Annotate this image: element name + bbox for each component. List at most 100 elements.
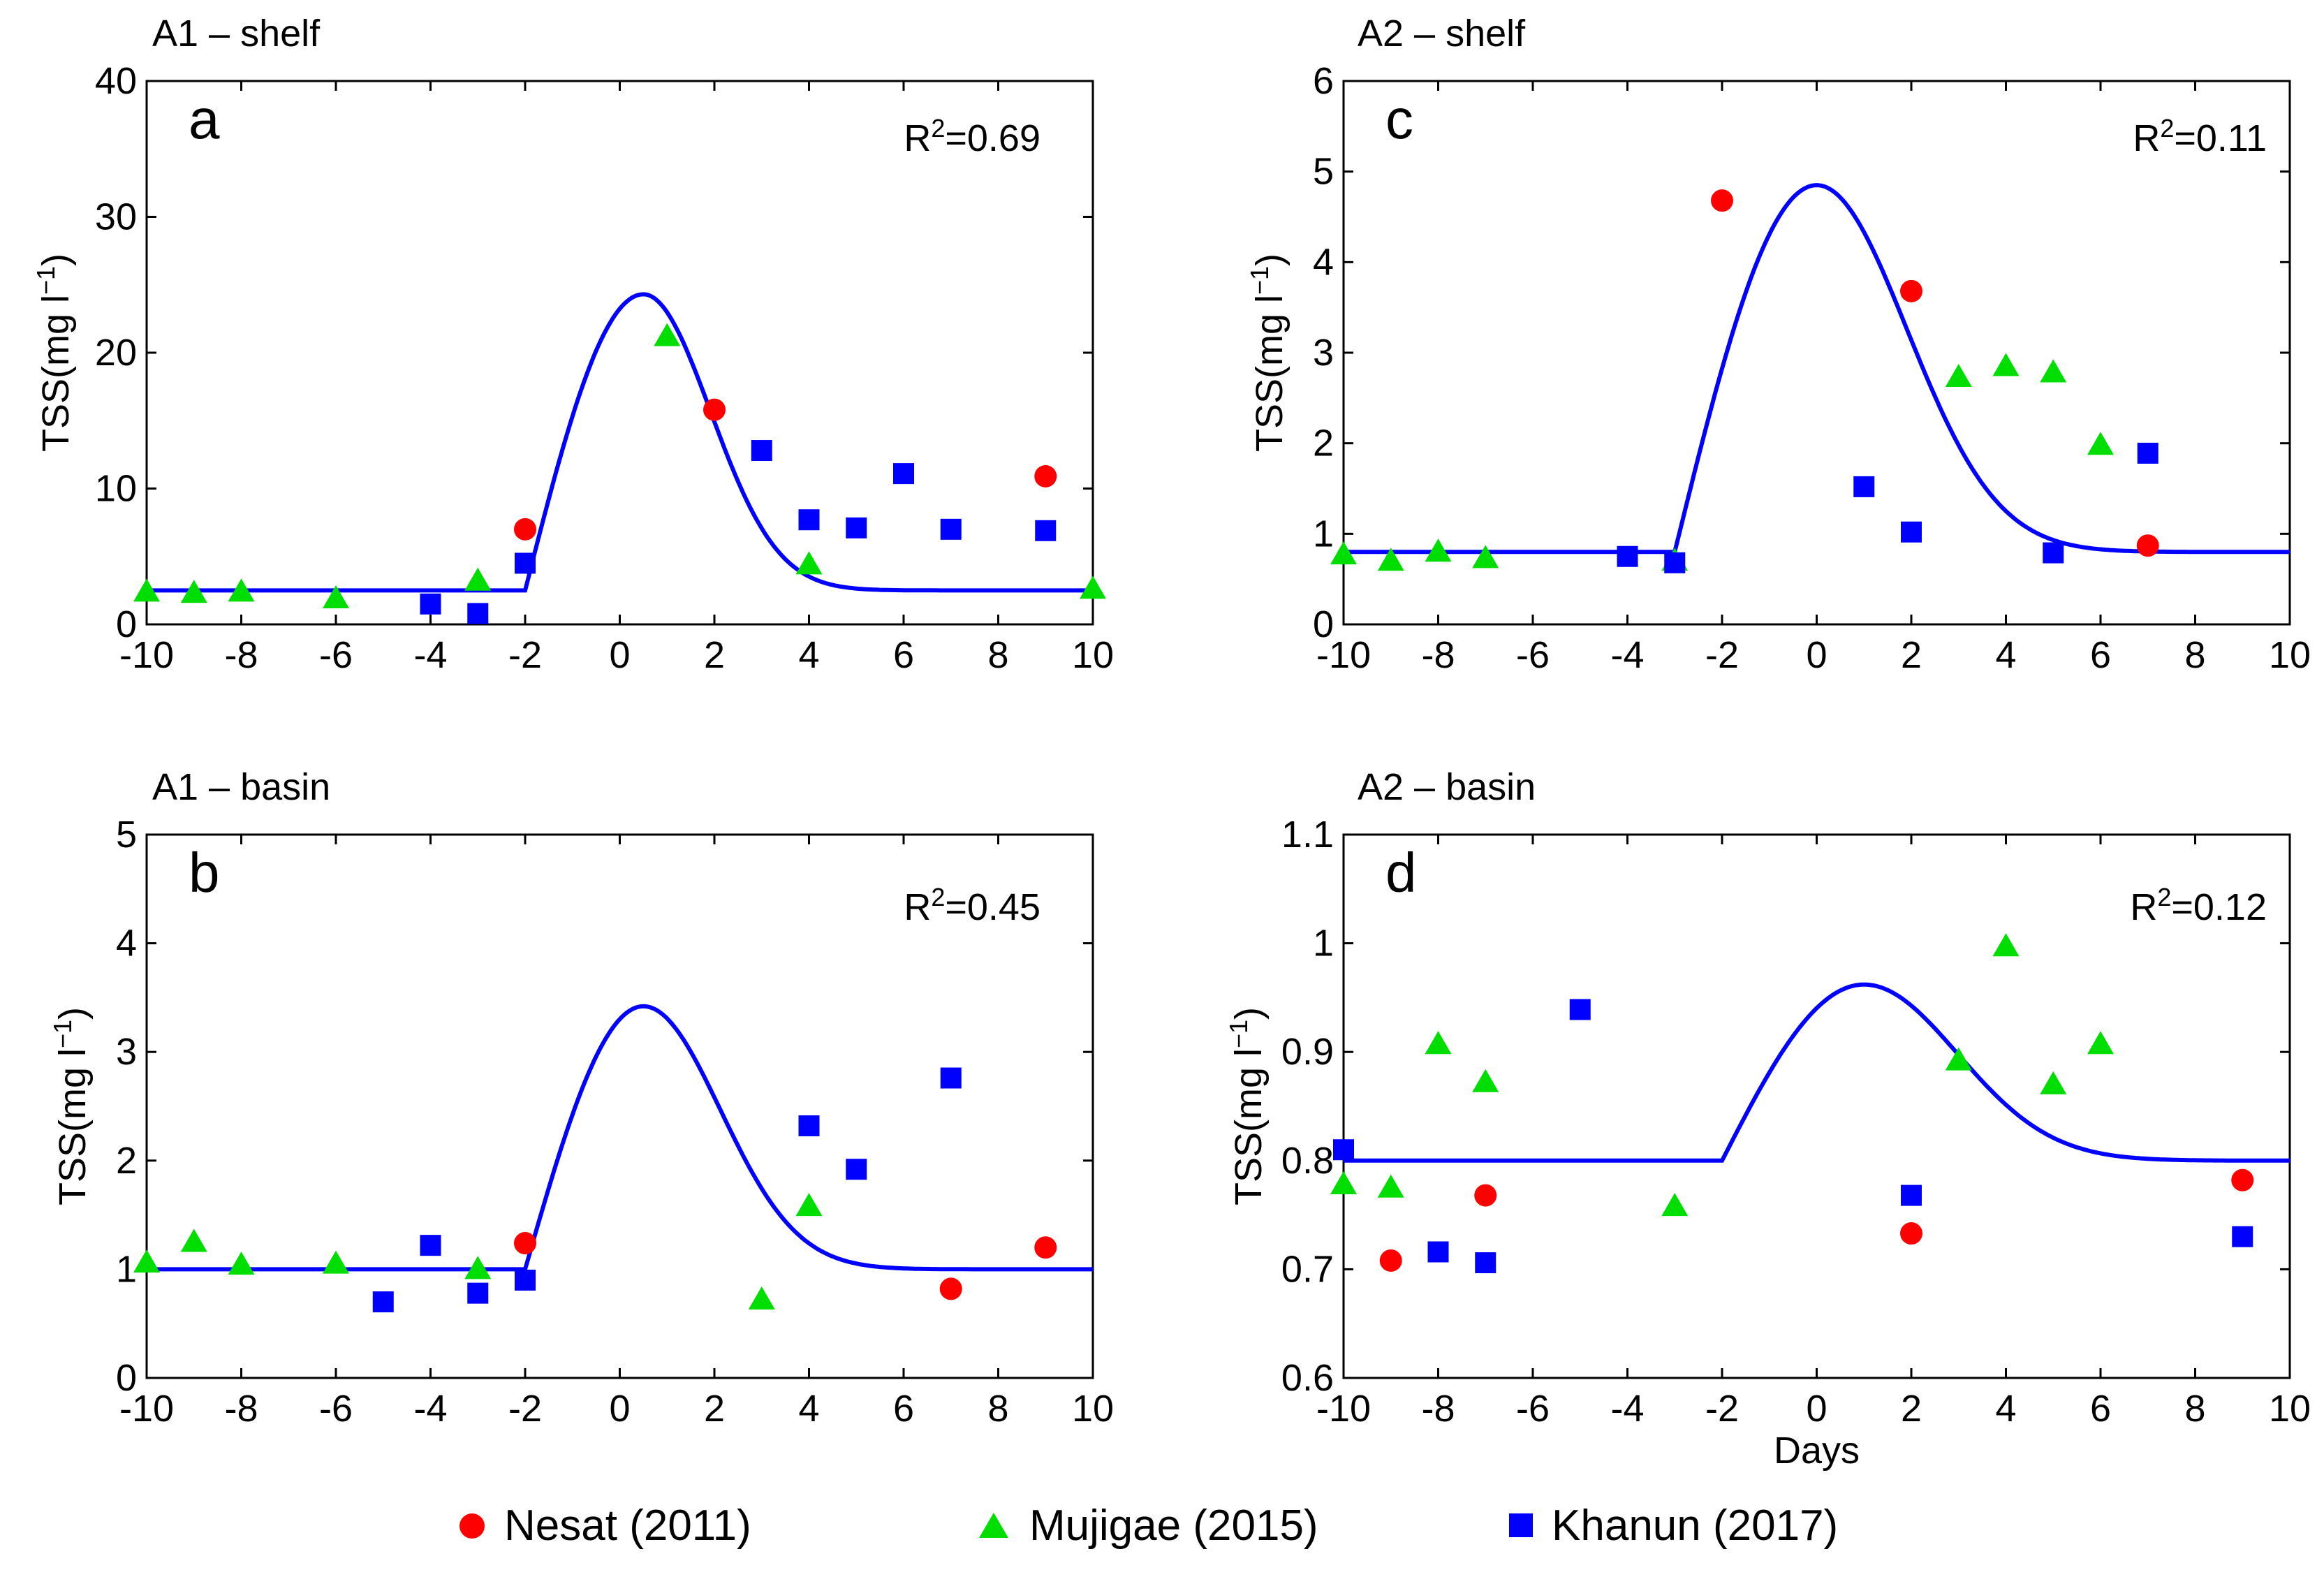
data-point-khanun bbox=[940, 1067, 962, 1089]
data-point-khanun bbox=[372, 1291, 394, 1313]
data-point-khanun bbox=[1901, 521, 1922, 543]
data-point-mujigae bbox=[1472, 1069, 1499, 1092]
data-point-khanun bbox=[1664, 552, 1686, 573]
data-point-mujigae bbox=[1330, 541, 1357, 565]
data-point-mujigae bbox=[228, 578, 255, 602]
panel-title: A2 – basin bbox=[1358, 766, 1536, 808]
data-point-khanun bbox=[751, 440, 772, 462]
data-point-mujigae bbox=[1661, 1193, 1689, 1217]
data-point-nesat bbox=[2136, 534, 2159, 557]
y-tick-label: 3 bbox=[116, 1031, 137, 1073]
plot-area bbox=[1342, 80, 2291, 626]
panel-title: A2 – shelf bbox=[1358, 13, 1526, 54]
legend-marker-khanun bbox=[1509, 1513, 1533, 1537]
y-tick-label: 3 bbox=[1313, 332, 1334, 374]
x-tick-label: -6 bbox=[319, 1388, 353, 1430]
y-tick-label: 6 bbox=[1313, 60, 1334, 102]
data-point-nesat bbox=[1900, 279, 1922, 302]
r-squared-label: R2=0.45 bbox=[904, 883, 1040, 928]
y-tick-label: 2 bbox=[116, 1140, 137, 1182]
legend: Nesat (2011) Mujigae (2015) Khanun (2017… bbox=[459, 1502, 1838, 1550]
y-tick-label: 20 bbox=[95, 332, 137, 374]
data-point-mujigae bbox=[1330, 1171, 1357, 1195]
data-point-khanun bbox=[467, 1282, 489, 1304]
x-tick-label: 0 bbox=[609, 634, 630, 676]
panel-a: A1 – shelf -10 -8 -6 -4 -2 0 2 4 6 8 10 010203040 … bbox=[31, 13, 1114, 676]
y-axis-label-superscript: −1 bbox=[48, 1020, 77, 1048]
data-point-mujigae bbox=[464, 1256, 492, 1279]
data-point-mujigae bbox=[795, 551, 823, 575]
x-tick-label: -4 bbox=[1610, 634, 1644, 676]
data-point-nesat bbox=[1379, 1249, 1402, 1272]
data-point-nesat bbox=[1034, 464, 1057, 487]
x-tick-label: 6 bbox=[893, 1388, 914, 1430]
data-point-nesat bbox=[1474, 1184, 1497, 1207]
x-tick-label: 2 bbox=[1901, 634, 1922, 676]
data-point-mujigae bbox=[323, 1250, 349, 1274]
y-tick-label: 1 bbox=[1313, 513, 1334, 555]
y-tick-label: 1.1 bbox=[1281, 814, 1334, 856]
x-tick-label: -4 bbox=[413, 1388, 447, 1430]
x-ticks: -10 -8 -6 -4 -2 0 2 4 6 8 10 bbox=[1316, 81, 2311, 676]
legend-marker-mujigae bbox=[979, 1513, 1008, 1538]
data-point-khanun bbox=[893, 463, 914, 485]
x-tick-label: 6 bbox=[2090, 634, 2111, 676]
x-tick-label: 10 bbox=[1072, 634, 1114, 676]
x-tick-label: -4 bbox=[413, 634, 447, 676]
r-squared-superscript: 2 bbox=[2157, 883, 2171, 911]
x-ticks: -10 -8 -6 -4 -2 0 2 4 6 8 10 bbox=[119, 81, 1114, 676]
data-point-nesat bbox=[1034, 1236, 1057, 1259]
r-squared-label: R2=0.69 bbox=[904, 114, 1040, 159]
x-tick-label: -2 bbox=[1705, 1388, 1739, 1430]
y-tick-label: 5 bbox=[1313, 151, 1334, 193]
y-ticks: 0 10 20 30 40 bbox=[95, 60, 1093, 645]
x-tick-label: -10 bbox=[1316, 1388, 1371, 1430]
data-point-mujigae bbox=[1945, 1047, 1972, 1071]
panel-letter: a bbox=[189, 88, 220, 150]
y-axis-label-superscript: −1 bbox=[1245, 266, 1274, 295]
y-ticks: 0 1 2 3 4 5 bbox=[116, 814, 1093, 1399]
x-tick-label: 8 bbox=[2184, 1388, 2205, 1430]
data-point-nesat bbox=[2231, 1168, 2254, 1191]
y-tick-label: 2 bbox=[1313, 423, 1334, 464]
data-point-mujigae bbox=[795, 1193, 823, 1217]
x-tick-label: -8 bbox=[224, 1388, 258, 1430]
data-point-mujigae bbox=[464, 567, 492, 591]
panel-letter: c bbox=[1385, 88, 1413, 150]
data-point-khanun bbox=[798, 509, 820, 531]
data-point-mujigae bbox=[2087, 1031, 2114, 1055]
x-tick-label: -10 bbox=[119, 634, 174, 676]
x-tick-label: 2 bbox=[1901, 1388, 1922, 1430]
x-tick-label: -10 bbox=[119, 1388, 174, 1430]
data-points bbox=[133, 1067, 1057, 1313]
y-tick-label: 0.7 bbox=[1281, 1248, 1334, 1290]
plot-area bbox=[145, 833, 1094, 1379]
y-tick-label: 1 bbox=[116, 1248, 137, 1290]
data-point-khanun bbox=[846, 517, 867, 538]
data-point-khanun bbox=[1035, 520, 1057, 541]
x-tick-label: 8 bbox=[987, 1388, 1008, 1430]
data-point-mujigae bbox=[654, 323, 681, 346]
x-tick-label: 6 bbox=[893, 634, 914, 676]
y-tick-label: 0 bbox=[116, 603, 137, 645]
x-tick-label: 2 bbox=[704, 634, 725, 676]
y-tick-label: 1 bbox=[1313, 923, 1334, 964]
fit-curve bbox=[1344, 183, 2290, 555]
data-point-nesat bbox=[514, 1232, 536, 1255]
x-axis-label: Days bbox=[1774, 1430, 1860, 1472]
x-tick-label: -6 bbox=[1516, 1388, 1550, 1430]
r-squared-superscript: 2 bbox=[931, 883, 945, 911]
data-point-mujigae bbox=[2087, 432, 2114, 455]
data-points bbox=[1330, 189, 2159, 573]
x-ticks: -10 -8 -6 -4 -2 0 2 4 6 8 10 bbox=[1316, 835, 2311, 1430]
data-points bbox=[133, 323, 1106, 624]
data-point-khanun bbox=[2043, 542, 2064, 564]
x-tick-label: 4 bbox=[798, 1388, 819, 1430]
fit-curve bbox=[1344, 982, 2290, 1163]
legend-label-mujigae: Mujigae (2015) bbox=[1029, 1502, 1318, 1550]
data-point-khanun bbox=[515, 552, 536, 574]
y-tick-label: 40 bbox=[95, 60, 137, 102]
plot-area bbox=[1342, 833, 2291, 1379]
data-point-mujigae bbox=[1472, 545, 1499, 568]
y-tick-label: 10 bbox=[95, 468, 137, 510]
